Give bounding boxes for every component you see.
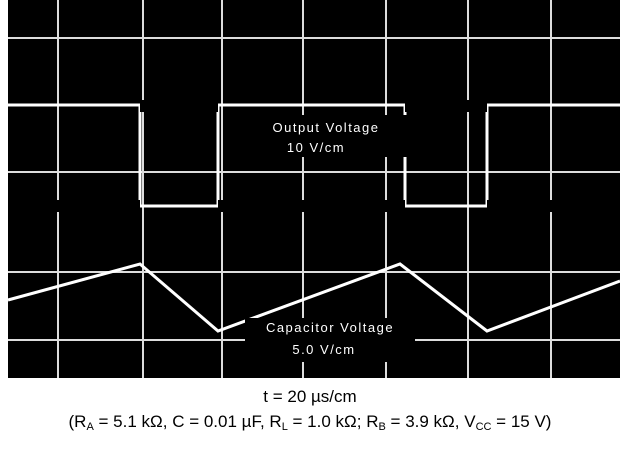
trace-gap xyxy=(140,100,218,112)
timebase: t = 20 µs/cm xyxy=(0,384,620,409)
subscript: CC xyxy=(476,421,492,433)
subscript: B xyxy=(378,421,385,433)
trace-gap xyxy=(405,100,487,112)
capacitor-scale: 5.0 V/cm xyxy=(292,342,355,357)
trace-gap xyxy=(218,200,405,212)
condition-text: = 1.0 kΩ; R xyxy=(288,412,379,431)
condition-text: = 15 V) xyxy=(491,412,551,431)
condition-text: = 3.9 kΩ, V xyxy=(386,412,476,431)
subscript: A xyxy=(86,421,93,433)
conditions: (RA = 5.1 kΩ, C = 0.01 µF, RL = 1.0 kΩ; … xyxy=(0,409,620,440)
trace-gap xyxy=(8,200,140,212)
output-scale: 10 V/cm xyxy=(287,140,345,155)
trace-gap xyxy=(487,200,620,212)
condition-text: = 5.1 kΩ, C = 0.01 µF, R xyxy=(94,412,282,431)
page: Output Voltage 10 V/cm Capacitor Voltage… xyxy=(0,0,620,472)
capacitor-label: Capacitor Voltage xyxy=(266,320,394,335)
caption: t = 20 µs/cm (RA = 5.1 kΩ, C = 0.01 µF, … xyxy=(0,384,620,440)
output-label: Output Voltage xyxy=(272,120,379,135)
scope-screen: Output Voltage 10 V/cm Capacitor Voltage… xyxy=(0,0,620,380)
condition-text: (R xyxy=(69,412,87,431)
